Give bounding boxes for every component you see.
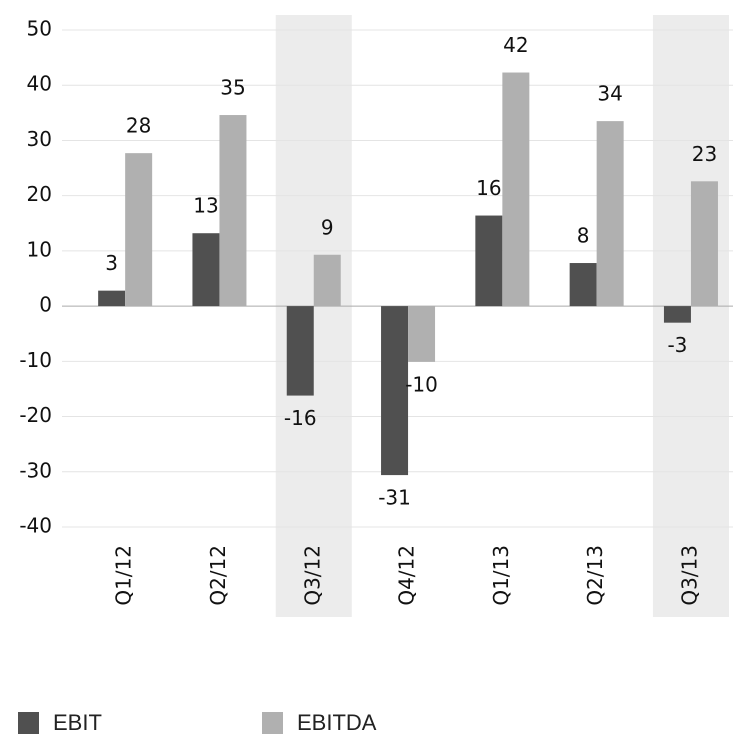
bar: [690, 181, 718, 307]
y-tick-label: 20: [27, 182, 52, 206]
bar: [219, 115, 247, 307]
data-label: -31: [378, 486, 411, 510]
data-label: -10: [405, 372, 438, 396]
data-label: -16: [284, 406, 317, 430]
bar: [125, 153, 153, 307]
y-tick-label: 0: [39, 293, 52, 317]
bar: [192, 233, 220, 307]
x-tick-label: Q1/13: [489, 545, 513, 606]
bar: [313, 254, 341, 307]
x-tick-label: Q2/13: [583, 545, 607, 606]
legend-label: EBIT: [53, 710, 102, 734]
y-tick-label: 50: [27, 17, 52, 41]
x-tick-label: Q4/12: [395, 545, 419, 606]
data-label: 28: [126, 114, 151, 138]
y-tick-label: -20: [19, 403, 52, 427]
y-tick-label: -40: [19, 514, 52, 538]
y-tick-label: -30: [19, 458, 52, 482]
x-tick-label: Q1/12: [112, 545, 136, 606]
bar: [663, 306, 691, 323]
legend: EBIT EBITDA: [18, 710, 377, 734]
data-label: -3: [667, 333, 687, 357]
y-tick-label: 10: [27, 237, 52, 261]
legend-label: EBITDA: [297, 710, 377, 734]
bar: [475, 215, 503, 307]
x-tick-label: Q2/12: [206, 545, 230, 606]
data-label: 42: [503, 33, 528, 57]
bar: [98, 290, 126, 307]
y-tick-label: 30: [27, 127, 52, 151]
legend-swatch: [18, 712, 39, 734]
bar: [381, 306, 409, 476]
data-label: 35: [220, 76, 245, 100]
bar: [502, 72, 530, 307]
data-label: 23: [692, 142, 717, 166]
x-tick-label: Q3/12: [300, 545, 324, 606]
bar: [596, 121, 624, 307]
data-label: 3: [105, 251, 118, 275]
bar: [569, 263, 597, 307]
data-label: 34: [597, 82, 622, 106]
legend-swatch: [262, 712, 283, 734]
data-label: 16: [476, 176, 501, 200]
data-label: 8: [577, 224, 590, 248]
y-tick-label: 40: [27, 72, 52, 96]
data-label: 13: [193, 194, 218, 218]
y-tick-label: -10: [19, 348, 52, 372]
bar: [408, 306, 436, 362]
data-label: 9: [321, 215, 334, 239]
x-tick-label: Q3/13: [677, 545, 701, 606]
bar: [286, 306, 314, 396]
